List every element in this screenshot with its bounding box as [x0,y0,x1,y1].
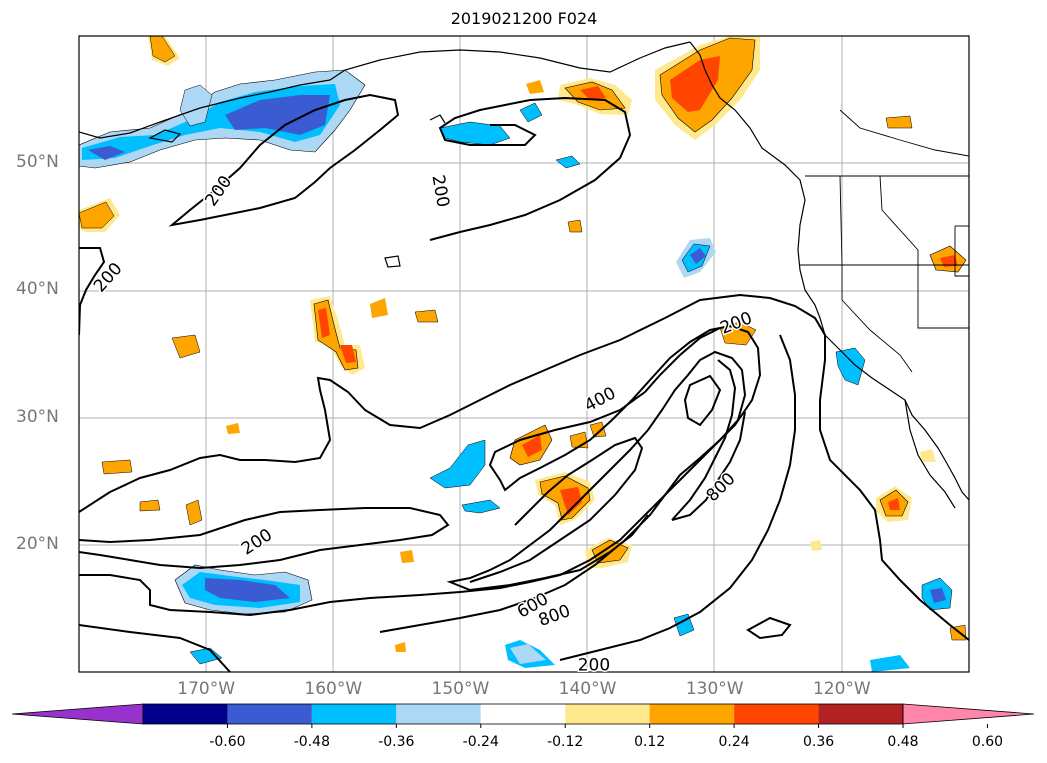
colorbar-tick-label: -0.60 [209,734,246,750]
colorbar-tick-label: -0.48 [293,734,330,750]
latitude-label: 20°N [16,533,59,554]
colorbar [11,703,1035,728]
colorbar-tick-label: 0.48 [887,734,919,750]
shaded-field [79,36,967,672]
colorbar-tick-label: -0.36 [378,734,415,750]
coastlines [79,41,969,509]
colorbar-segment [227,704,312,724]
colorbar-segment [818,704,903,724]
colorbar-segment [311,704,397,724]
colorbar-frame [142,703,904,725]
colorbar-extend-high [902,703,1035,725]
colorbar-tick-label: -0.24 [462,734,499,750]
colorbar-tick-label: 0.36 [802,734,835,750]
colorbar-segment [565,704,650,724]
latitude-label: 40°N [16,279,59,300]
longitude-label: 170°W [177,679,236,699]
colorbar-segment [396,704,481,724]
colorbar-tick-label: 0.24 [718,734,750,750]
contour-label: 200 [578,656,610,676]
colorbar-extend-low [11,703,144,725]
map-title: 2019021200 F024 [450,9,598,28]
latitude-label: 30°N [16,406,59,427]
colorbar-tick-label: 0.12 [634,734,666,750]
longitude-label: 160°W [304,679,363,699]
colorbar-segment [649,704,735,724]
colorbar-segment [480,704,566,724]
colorbar-segment [734,704,819,724]
colorbar-tick-label: 0.60 [971,734,1004,750]
longitude-label: 150°W [431,679,490,699]
colorbar-tick-label: -0.12 [547,734,584,750]
latitude-label: 50°N [16,152,59,173]
contour-lines [79,93,969,672]
longitude-label: 120°W [812,679,871,699]
state-borders [800,109,969,373]
longitude-label: 130°W [685,679,744,699]
longitude-label: 140°W [558,679,617,699]
colorbar-segment [143,704,228,724]
